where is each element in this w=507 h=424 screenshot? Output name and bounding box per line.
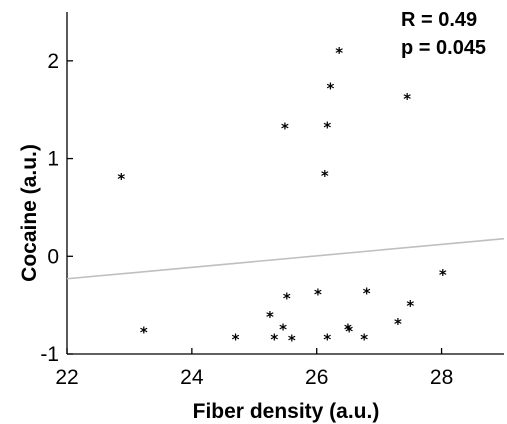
data-point: * <box>288 331 296 349</box>
data-point: * <box>270 330 278 348</box>
y-tick-label: -1 <box>40 343 59 366</box>
data-point: * <box>335 44 343 62</box>
data-points: ** *************** ****** <box>117 44 447 349</box>
data-point: * <box>232 330 240 348</box>
data-point: * <box>403 90 411 108</box>
x-axis-label: Fiber density (a.u.) <box>193 400 380 423</box>
data-point: * <box>117 170 125 188</box>
data-point: * <box>140 324 148 342</box>
data-point: * <box>327 79 335 97</box>
y-axis-label: Cocaine (a.u.) <box>18 144 41 282</box>
y-tick-label: 0 <box>47 245 59 268</box>
data-point: * <box>266 308 274 326</box>
data-point: * <box>344 321 352 339</box>
r-value-annotation: R = 0.49 <box>401 9 477 31</box>
data-point: * <box>439 266 447 284</box>
data-point: * <box>283 289 291 307</box>
data-point: * <box>323 330 331 348</box>
x-tick-label: 22 <box>55 366 78 389</box>
regression-line <box>66 237 505 280</box>
axes: 22 24 26 28 -1 0 1 2 <box>40 12 504 389</box>
x-tick-label: 28 <box>430 366 453 389</box>
data-point: * <box>345 323 353 341</box>
data-point: * <box>279 321 287 339</box>
y-tick-label: 2 <box>47 50 59 73</box>
data-point: * <box>363 284 371 302</box>
data-point: * <box>360 330 368 348</box>
x-tick-label: 24 <box>180 366 204 389</box>
y-tick-label: 1 <box>47 148 59 171</box>
data-point: * <box>323 118 331 136</box>
data-point: * <box>321 167 329 185</box>
data-point: * <box>281 119 289 137</box>
p-value-annotation: p = 0.045 <box>401 37 486 59</box>
x-tick-label: 26 <box>305 366 328 389</box>
data-point: * <box>314 285 322 303</box>
data-point: * <box>406 297 414 315</box>
data-point: * <box>394 315 402 333</box>
